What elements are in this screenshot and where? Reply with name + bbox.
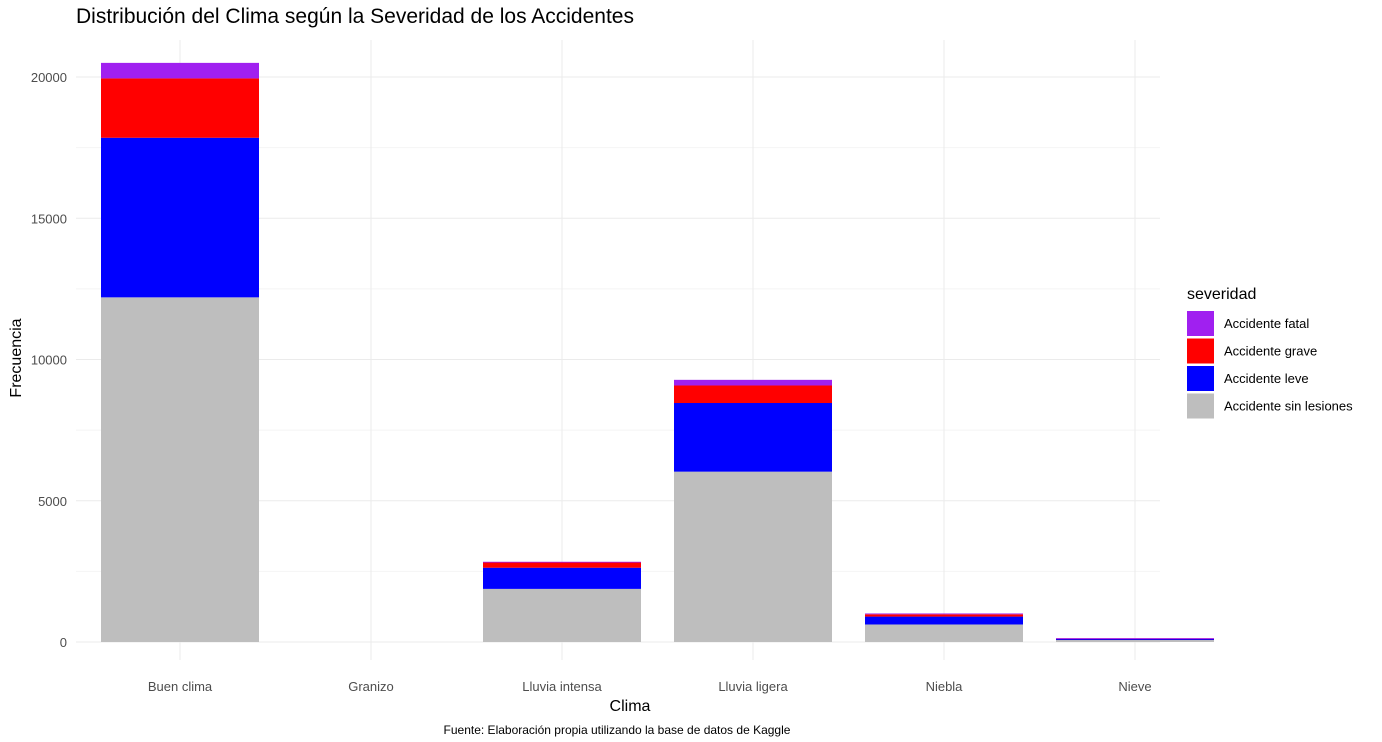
y-tick-label: 5000 [38,494,67,509]
bar-segment [483,567,641,589]
y-axis-title: Frecuencia [8,318,25,397]
x-tick-label: Nieve [1118,679,1151,694]
x-tick-label: Niebla [926,679,964,694]
bars [101,62,1214,642]
x-tick-label: Granizo [348,679,394,694]
bar-segment [674,471,832,642]
legend-key [1187,338,1214,364]
bar-segment [1056,640,1214,642]
legend-key [1187,393,1214,419]
bar-segment [865,614,1023,617]
legend-label: Accidente leve [1224,371,1309,386]
legend-label: Accidente fatal [1224,316,1309,331]
bar-segment [1056,638,1214,641]
x-axis-title: Clima [610,698,651,715]
chart-title: Distribución del Clima según la Severida… [76,5,634,28]
y-tick-label: 0 [60,635,67,650]
legend-title: severidad [1187,286,1256,303]
bar-segment [865,624,1023,642]
y-tick-label: 10000 [31,353,67,368]
bar-segment [674,379,832,386]
x-axis-ticks: Buen clima Granizo Lluvia intensa Lluvia li… [148,679,1152,694]
legend-label: Accidente sin lesiones [1224,399,1353,414]
bar-segment [865,616,1023,625]
bar-segment [483,562,641,568]
bar-segment [483,561,641,563]
legend-key [1187,311,1214,336]
y-tick-label: 15000 [31,211,67,226]
legend: severidad Accidente fatal Accidente grave… [1187,286,1353,419]
y-axis-ticks: 0 5000 10000 15000 20000 [31,70,67,650]
chart-caption: Fuente: Elaboración propia utilizando la… [444,723,791,737]
x-tick-label: Lluvia ligera [718,679,788,694]
legend-label: Accidente grave [1224,344,1317,359]
bar-segment [101,137,259,298]
bar-segment [674,403,832,472]
bar-segment [101,297,259,642]
bar-segment [101,78,259,138]
bar-segment [1056,638,1214,639]
x-tick-label: Lluvia intensa [522,679,602,694]
bar-segment [483,588,641,642]
legend-key [1187,366,1214,391]
x-tick-label: Buen clima [148,679,213,694]
bar-segment [674,385,832,404]
y-tick-label: 20000 [31,70,67,85]
bar-segment [101,62,259,79]
bar-segment [865,613,1023,615]
